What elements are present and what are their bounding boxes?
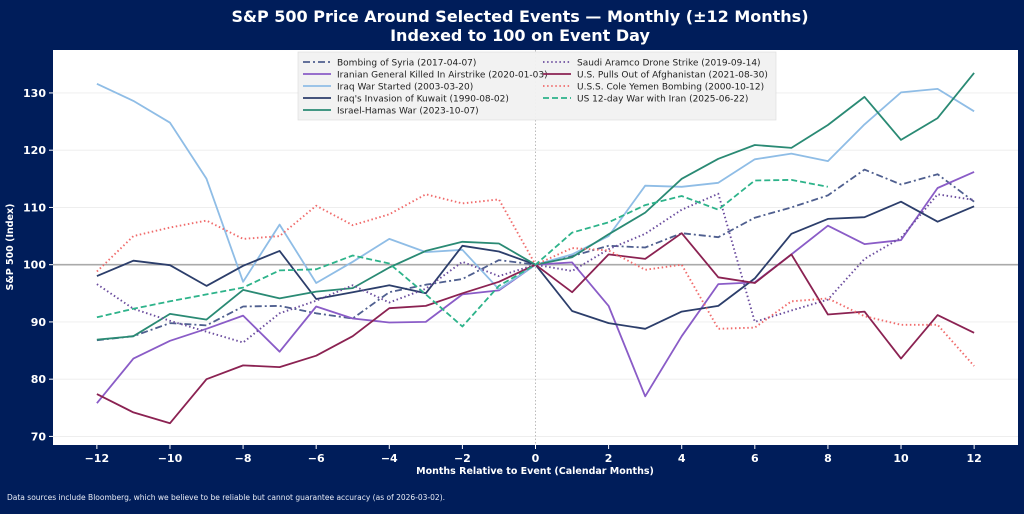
y-tick-label: 80	[31, 373, 47, 386]
x-tick-label: −6	[308, 452, 325, 465]
legend-label: Iranian General Killed In Airstrike (202…	[337, 71, 548, 81]
series-lines	[96, 72, 975, 425]
series-line-8	[96, 179, 829, 328]
chart-title: S&P 500 Price Around Selected Events — M…	[231, 7, 808, 26]
x-tick-label: 0	[532, 452, 540, 465]
legend-label: Bombing of Syria (2017-04-07)	[337, 59, 476, 69]
legend-label: Iraq's Invasion of Kuwait (1990-08-02)	[337, 95, 509, 105]
x-axis-label: Months Relative to Event (Calendar Month…	[416, 466, 654, 477]
y-tick-label: 130	[23, 87, 46, 100]
x-tick-label: 10	[893, 452, 909, 465]
chart-subtitle: Indexed to 100 on Event Day	[390, 26, 650, 45]
legend-label: U.S.S. Cole Yemen Bombing (2000-10-12)	[577, 83, 764, 93]
x-tick-label: −2	[454, 452, 471, 465]
y-tick-label: 110	[23, 201, 46, 214]
series-line-5	[96, 192, 975, 344]
y-axis-label: S&P 500 (Index)	[5, 204, 16, 291]
x-tick-label: 8	[824, 452, 832, 465]
legend-label: U.S. Pulls Out of Afghanistan (2021-08-3…	[577, 71, 768, 81]
x-tick-label: 2	[605, 452, 613, 465]
x-axis: −12 −10 −8 −6 −4 −2 0 2 4 6 8 10 12	[85, 445, 982, 465]
legend: Bombing of Syria (2017-04-07) Iranian Gen…	[297, 51, 777, 121]
y-axis: 70 80 90 100 110 120 130	[23, 87, 53, 443]
x-tick-label: 6	[751, 452, 759, 465]
x-tick-label: −10	[158, 452, 183, 465]
x-tick-label: −12	[85, 452, 110, 465]
legend-label: US 12-day War with Iran (2025-06-22)	[577, 95, 748, 105]
y-tick-label: 90	[31, 316, 47, 329]
y-tick-label: 100	[23, 259, 46, 272]
x-tick-label: 4	[678, 452, 686, 465]
y-tick-label: 120	[23, 144, 46, 157]
legend-label: Israel-Hamas War (2023-10-07)	[337, 107, 479, 117]
x-tick-label: 12	[966, 452, 981, 465]
footer-note: Data sources include Bloomberg, which we…	[7, 493, 445, 502]
x-tick-label: −4	[381, 452, 398, 465]
x-tick-label: −8	[235, 452, 252, 465]
legend-label: Saudi Aramco Drone Strike (2019-09-14)	[577, 59, 761, 69]
y-tick-label: 70	[31, 430, 47, 443]
legend-label: Iraq War Started (2003-03-20)	[337, 83, 473, 93]
